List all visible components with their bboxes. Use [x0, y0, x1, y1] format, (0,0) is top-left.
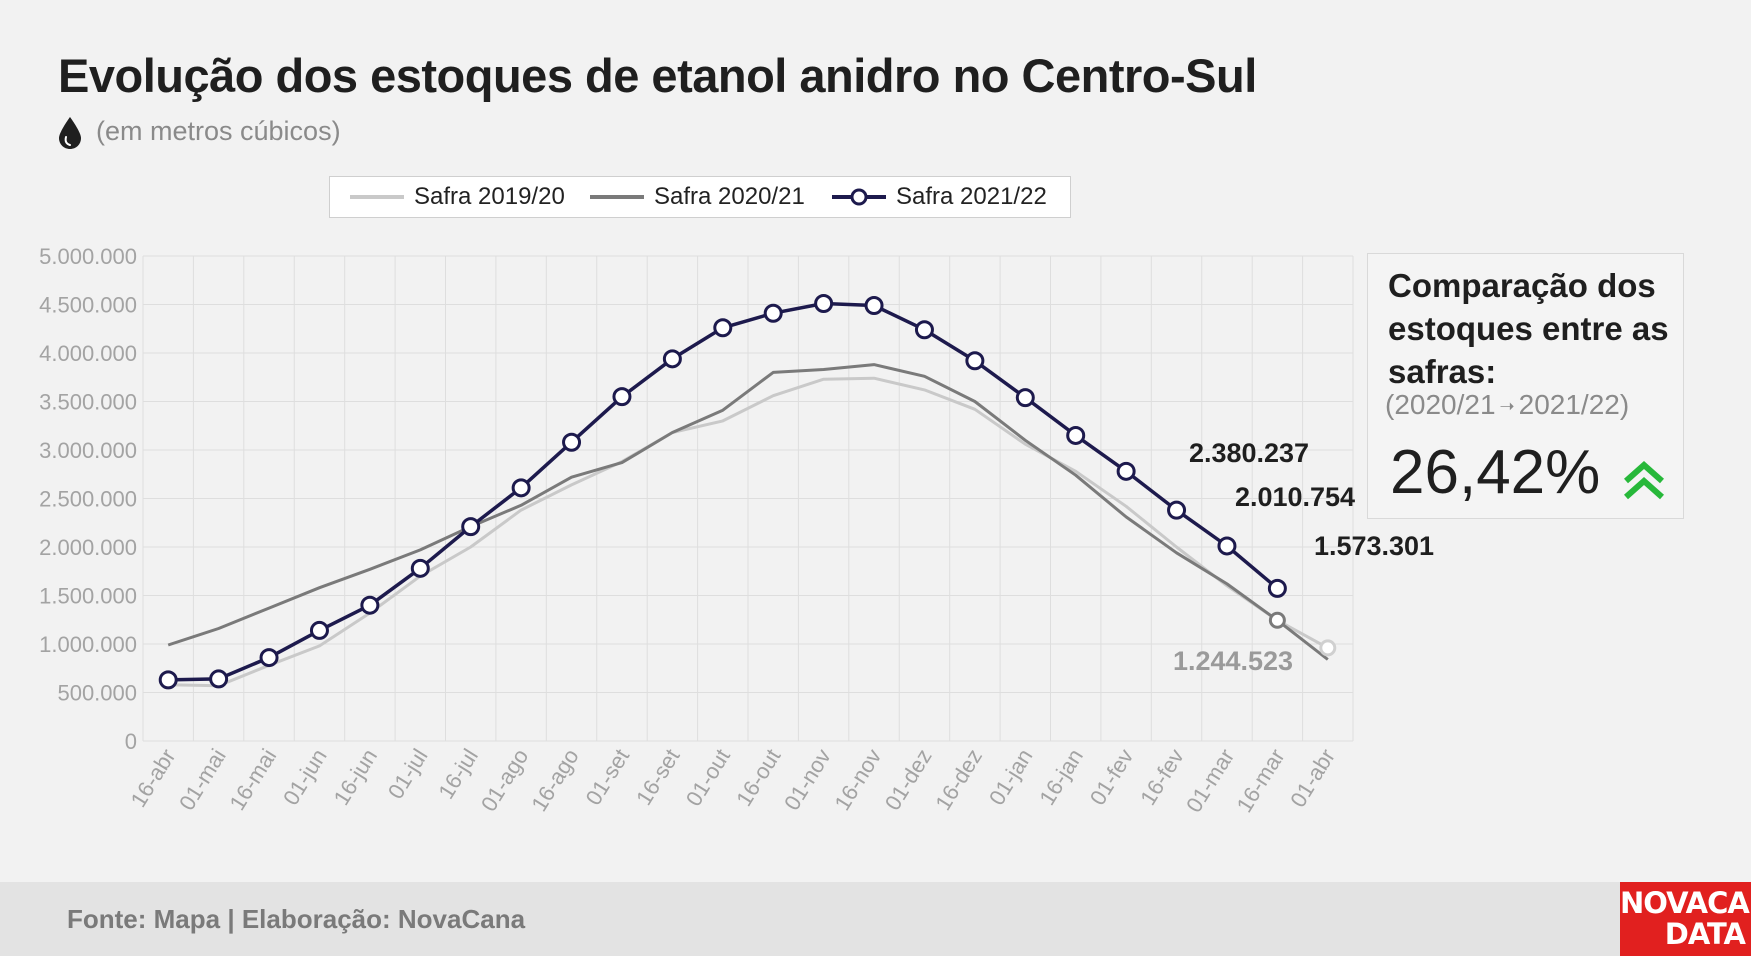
- x-tick-label: 01-out: [681, 744, 735, 810]
- legend-label-2021: Safra 2021/22: [896, 183, 1047, 210]
- x-tick-label: 16-dez: [930, 744, 987, 814]
- x-tick-label: 01-jan: [984, 744, 1038, 809]
- footer: Fonte: Mapa | Elaboração: NovaCana: [0, 882, 1751, 956]
- series-point-2021: [410, 558, 430, 578]
- series-point-2021: [1167, 500, 1187, 520]
- logo-line2: DATA: [1664, 917, 1746, 951]
- x-tick-label: 01-mar: [1181, 744, 1239, 816]
- x-tick-label: 01-dez: [880, 744, 937, 814]
- data-label: 1.244.523: [1173, 646, 1293, 676]
- x-tick-label: 01-ago: [476, 744, 534, 815]
- legend-swatch-2019: [350, 195, 404, 199]
- series-line-0: [168, 376, 1329, 688]
- x-tick-label: 01-nov: [779, 744, 836, 814]
- series-point-2021: [209, 669, 229, 689]
- legend-item-2020: Safra 2020/21: [588, 177, 805, 217]
- series-point-2021: [1015, 388, 1035, 408]
- legend-item-2019: Safra 2019/20: [348, 177, 565, 217]
- series-point-2021: [1217, 536, 1237, 556]
- series-point-2021: [814, 294, 834, 314]
- series-point-2021: [914, 320, 934, 340]
- x-tick-label: 16-fev: [1135, 744, 1189, 809]
- series-point-2021: [662, 349, 682, 369]
- series-line-1: [167, 363, 1329, 661]
- logo-line1: NOVACANA: [1620, 886, 1751, 920]
- line-chart: 0 500.000 1.000.000 1.500.000 2.000.000 2.500…: [39, 244, 1434, 817]
- series-point-2021: [864, 295, 884, 315]
- x-tick-label: 16-jun: [329, 744, 383, 809]
- x-tick-label: 16-nov: [829, 744, 886, 814]
- card-subtitle-to: 2021/22): [1518, 389, 1630, 420]
- series-point-2021: [461, 517, 481, 537]
- legend-swatch-2020: [590, 195, 644, 199]
- legend-label-2019: Safra 2019/20: [414, 183, 565, 210]
- x-tick-label: 16-out: [731, 744, 785, 810]
- series-point-2021: [360, 595, 380, 615]
- series-point-2021: [612, 387, 632, 407]
- y-tick-label: 2.000.000: [39, 535, 137, 560]
- data-label: 1.573.301: [1314, 531, 1434, 561]
- series-point-2021: [965, 351, 985, 371]
- card-value: 26,42%: [1390, 438, 1601, 507]
- series-point-2021: [713, 318, 733, 338]
- x-tick-label: 16-jul: [433, 744, 483, 803]
- series-point-2021: [1066, 425, 1086, 445]
- x-tick-label: 01-abr: [1285, 744, 1340, 811]
- y-tick-label: 500.000: [57, 681, 137, 706]
- legend-item-2021: Safra 2021/22: [830, 177, 1047, 217]
- series-point-2021: [1267, 578, 1287, 598]
- comparison-card: Comparação dos estoques entre as safras:…: [1367, 253, 1684, 519]
- x-tick-label: 16-mar: [1231, 744, 1289, 816]
- x-tick-label: 01-jun: [278, 744, 332, 809]
- data-label: 2.380.237: [1189, 438, 1309, 468]
- x-tick-label: 01-jul: [383, 744, 433, 803]
- series-point-2019-end: [1319, 639, 1337, 657]
- y-tick-label: 2.500.000: [39, 487, 137, 512]
- double-chevron-up-icon: [1624, 460, 1664, 500]
- x-tick-label: 16-set: [631, 744, 685, 809]
- series-point-2021: [1116, 461, 1136, 481]
- series-point-2021: [259, 648, 279, 668]
- x-tick-label: 16-jan: [1034, 744, 1088, 809]
- legend-label-2020: Safra 2020/21: [654, 183, 805, 210]
- drop-icon: [59, 117, 81, 149]
- arrow-right-icon: ➝: [1499, 396, 1515, 417]
- legend-swatch-2021: [832, 188, 886, 206]
- y-tick-label: 1.500.000: [39, 584, 137, 609]
- x-tick-label: 01-mai: [174, 744, 231, 814]
- chart-title: Evolução dos estoques de etanol anidro n…: [58, 49, 1257, 102]
- source-text: Fonte: Mapa | Elaboração: NovaCana: [67, 904, 526, 934]
- chart-legend: Safra 2019/20 Safra 2020/21 Safra 2021/2…: [329, 176, 1071, 218]
- y-tick-label: 4.000.000: [39, 341, 137, 366]
- subtitle-text: (em metros cúbicos): [96, 116, 341, 147]
- y-tick-label: 3.000.000: [39, 438, 137, 463]
- x-tick-label: 01-set: [581, 744, 635, 809]
- y-tick-label: 3.500.000: [39, 390, 137, 415]
- series-point-2021: [763, 303, 783, 323]
- y-tick-label: 1.000.000: [39, 632, 137, 657]
- series-point-2021: [158, 670, 178, 690]
- y-tick-label: 4.500.000: [39, 293, 137, 318]
- x-tick-label: 01-fev: [1085, 744, 1139, 809]
- series-point-2021: [562, 432, 582, 452]
- series-point-2021: [511, 478, 531, 498]
- card-subtitle: (2020/21 ➝ 2021/22): [1385, 389, 1629, 421]
- series-point-2020-end: [1268, 611, 1286, 629]
- data-label: 2.010.754: [1235, 482, 1355, 512]
- novacana-logo: NOVACANA DATA: [1620, 882, 1751, 956]
- series-point-2021: [309, 620, 329, 640]
- y-tick-label: 5.000.000: [39, 244, 137, 269]
- chart-subtitle: (em metros cúbicos): [58, 116, 341, 150]
- x-tick-label: 16-ago: [526, 744, 584, 815]
- x-tick-label: 16-abr: [126, 744, 181, 811]
- card-subtitle-from: (2020/21: [1385, 389, 1496, 420]
- x-tick-label: 16-mai: [224, 744, 281, 814]
- y-tick-label: 0: [125, 729, 137, 754]
- card-title: Comparação dos estoques entre as safras:: [1388, 267, 1669, 390]
